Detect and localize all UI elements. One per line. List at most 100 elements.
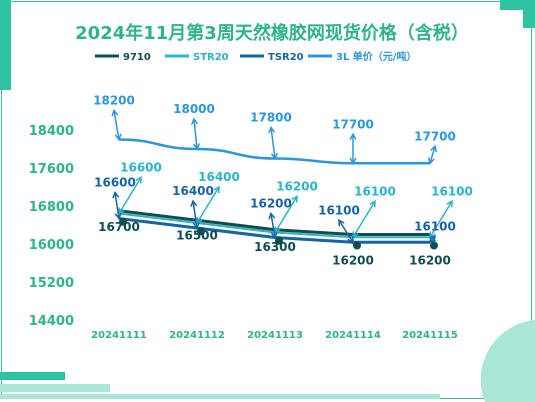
chart-title: 2024年11月第3周天然橡胶网现货价格（含税） [75, 22, 469, 44]
leader-arrow-tail [192, 143, 201, 151]
label-leader [270, 213, 276, 238]
leader-arrow-head [112, 190, 120, 199]
x-tick-label: 20241111 [91, 330, 147, 341]
deco-bar-bottom-2 [0, 384, 110, 392]
x-tick-label: 20241113 [247, 330, 303, 341]
label-leader [338, 219, 354, 243]
y-tick-label: 16000 [29, 238, 74, 253]
leader-arrow-head [213, 185, 220, 194]
data-label: 16100 [354, 184, 396, 198]
legend-label: TSR20 [268, 52, 304, 63]
leader-arrow-tail [428, 236, 436, 244]
leader-arrow-tail [427, 157, 435, 165]
data-label: 16100 [414, 219, 456, 233]
legend-item: 9710 [95, 52, 151, 63]
y-tick-label: 16800 [29, 200, 74, 215]
legend-item: TSR20 [240, 52, 304, 63]
data-label: 16300 [254, 240, 296, 254]
leader-arrow-tail [114, 133, 122, 142]
deco-bar-left [0, 0, 11, 90]
x-tick-label: 20241114 [325, 330, 381, 341]
data-point [275, 236, 283, 245]
label-leader [274, 196, 298, 233]
leader-arrow-tail [270, 231, 278, 240]
data-label: 16200 [332, 254, 374, 268]
leader-arrow-tail [270, 152, 278, 161]
legend-item: 3L 单价（元/吨） [308, 50, 416, 63]
leader-arrow-tail [114, 212, 122, 221]
leader-arrow-head [446, 199, 453, 208]
label-leader [192, 200, 198, 229]
data-label: 16200 [250, 197, 292, 211]
deco-bar-bottom-1 [0, 372, 65, 380]
leader-arrow-head [268, 211, 276, 220]
series-group: 16700 16500 16300 16200 16200 [98, 217, 451, 268]
label-leader [114, 192, 120, 219]
label-leader [270, 127, 276, 159]
data-label: 16100 [431, 184, 473, 198]
y-tick-label: 15200 [29, 276, 74, 291]
leader-arrow-tail [349, 157, 357, 165]
leader-arrow-head [338, 218, 345, 227]
deco-bar-top-right [500, 0, 535, 10]
leader-arrow-head [349, 132, 357, 140]
data-point [430, 241, 438, 250]
leader-arrow-tail [274, 226, 281, 234]
data-label: 16700 [98, 220, 140, 234]
y-tick-label: 17600 [29, 162, 74, 177]
leader-arrow-head [190, 117, 199, 125]
label-leader [113, 110, 120, 140]
label-leader [118, 177, 142, 214]
data-point [119, 217, 127, 226]
leader-arrow-tail [118, 207, 125, 215]
deco-bar-right [523, 0, 535, 28]
data-label: 18200 [93, 94, 135, 108]
data-label: 16500 [176, 228, 218, 242]
leader-arrow-head [135, 176, 142, 184]
data-label: 17800 [250, 111, 292, 125]
data-label: 18000 [173, 102, 215, 116]
deco-bar-bottom-3 [0, 394, 440, 399]
x-tick-label: 20241112 [169, 330, 225, 341]
y-tick-label: 14400 [29, 314, 74, 329]
leader-arrow-tail [429, 231, 436, 239]
data-label: 16600 [120, 161, 162, 175]
y-axis-ticks: 18400 17600 16800 16000 15200 14400 [29, 124, 74, 329]
data-label: 16200 [276, 180, 318, 194]
legend-item: STR20 [165, 52, 229, 63]
label-leader [429, 146, 436, 164]
leader-arrow-head [190, 199, 198, 207]
data-label: 17700 [332, 117, 374, 131]
leader-arrow-head [291, 195, 298, 203]
leader-arrow-tail [347, 236, 354, 244]
x-axis-ticks: 20241111 20241112 20241113 20241114 20241115 [91, 330, 458, 341]
data-label: 17700 [414, 129, 456, 143]
label-leader [352, 200, 376, 238]
label-leader [196, 186, 220, 224]
legend-label: 3L 单价（元/吨） [336, 50, 416, 63]
data-point [353, 241, 361, 250]
legend-label: 9710 [123, 52, 151, 63]
leader-arrow-head [369, 199, 376, 208]
data-point [197, 227, 205, 236]
data-label: 16400 [198, 170, 240, 184]
label-leader [193, 118, 198, 150]
data-label: 16100 [318, 203, 360, 217]
leader-arrow-head [268, 125, 276, 134]
x-tick-label: 20241115 [402, 330, 458, 341]
deco-quarter-circle [480, 320, 535, 402]
leader-arrow-head [111, 108, 119, 117]
series-group: 18200 18000 17800 17700 17700 [93, 94, 456, 165]
data-label: 16200 [409, 254, 451, 268]
y-tick-label: 18400 [29, 124, 74, 139]
leader-arrow-tail [192, 222, 200, 230]
data-label: 16600 [94, 176, 136, 190]
plot-area: 16700 16500 16300 16200 16200 16600 16400 16200… [93, 94, 473, 268]
legend: 9710 STR20 TSR20 3L 单价（元/吨） [95, 50, 416, 63]
legend-label: STR20 [193, 52, 229, 63]
data-label: 16400 [172, 184, 214, 198]
